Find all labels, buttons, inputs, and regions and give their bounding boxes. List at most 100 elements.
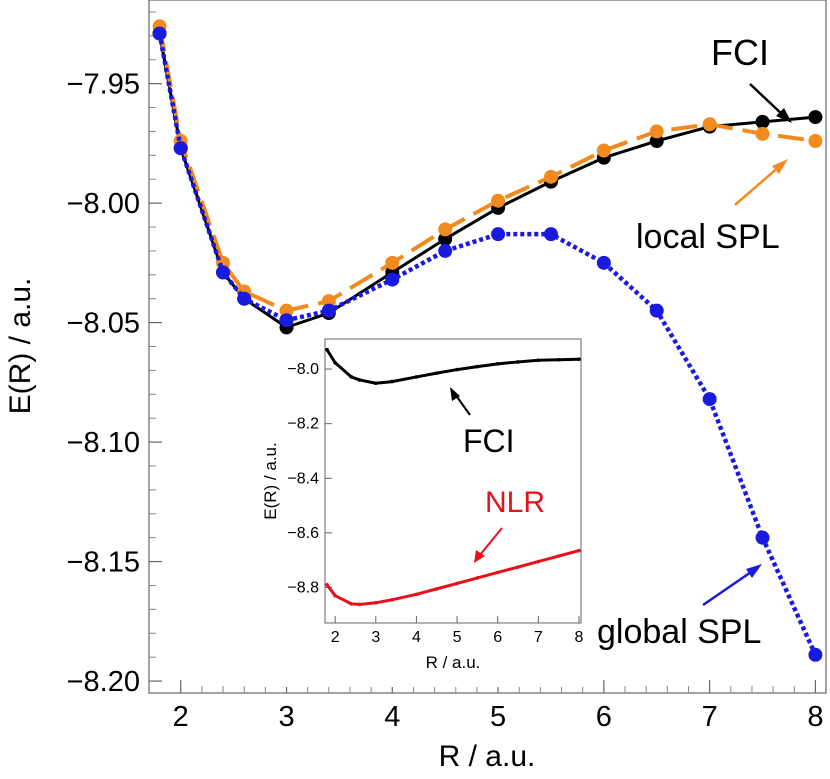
inset-point-nlr — [475, 576, 480, 580]
inset-point-nlr — [373, 600, 378, 605]
inset-point-nlr — [536, 559, 541, 564]
main-point-global — [279, 313, 294, 328]
inset-point-nlr — [349, 602, 354, 606]
inset-y-tick-label: −8.0 — [287, 361, 319, 378]
annotation-global-spl: global SPL — [597, 613, 761, 651]
inset-point-fci — [390, 379, 394, 384]
main-point-global — [321, 303, 336, 318]
inset-point-fci — [434, 371, 439, 375]
inset-point-nlr — [414, 592, 419, 597]
inset-y-tick-label: −8.8 — [287, 580, 319, 597]
inset-x-axis-label: R / a.u. — [426, 653, 481, 672]
inset-point-fci — [325, 347, 329, 352]
annotation-local-spl: local SPL — [636, 218, 780, 256]
main-x-tick-label: 3 — [278, 701, 294, 733]
inset-y-axis-label: E(R) / a.u. — [261, 442, 280, 519]
inset-arrowhead-fci — [450, 387, 460, 401]
inset-point-fci — [357, 378, 362, 382]
inset-x-tick-label: 4 — [412, 629, 421, 646]
main-x-tick-label: 6 — [596, 701, 612, 733]
inset-point-nlr — [577, 548, 581, 553]
inset-arrowhead-nlr — [474, 550, 485, 563]
main-point-global — [755, 530, 770, 545]
inset-point-nlr — [556, 554, 561, 558]
main-y-tick-label: −8.05 — [67, 308, 140, 340]
inset-y-tick-label: −8.4 — [287, 470, 319, 487]
main-point-global — [173, 141, 188, 156]
inset-point-fci — [373, 381, 378, 386]
inset-point-nlr — [455, 581, 459, 586]
main-series-line-fci — [158, 33, 816, 329]
main-point-global — [543, 227, 558, 242]
inset-x-tick-label: 7 — [534, 629, 543, 646]
arrowhead-global-spl — [746, 564, 762, 578]
inset-annotation-nlr: NLR — [485, 486, 545, 519]
inset-x-tick-label: 3 — [371, 629, 380, 646]
main-point-local — [755, 126, 770, 141]
arrow-fci — [749, 83, 786, 118]
inset-point-fci — [475, 364, 480, 369]
inset-point-fci — [516, 360, 520, 364]
main-point-fci — [808, 110, 823, 125]
inset-point-nlr — [390, 597, 394, 602]
main-x-tick-label: 8 — [807, 701, 823, 733]
inset-plot-frame — [324, 338, 582, 624]
main-point-local — [649, 124, 664, 139]
main-y-tick-label: −7.95 — [67, 69, 140, 101]
inset-point-nlr — [434, 587, 439, 591]
main-point-global — [702, 392, 717, 407]
inset-point-nlr — [325, 582, 329, 587]
inset-point-nlr — [495, 570, 500, 575]
main-point-local — [596, 143, 611, 158]
main-point-global — [438, 243, 453, 258]
main-point-local — [702, 117, 717, 132]
main-point-global — [491, 227, 506, 242]
annotation-fci: FCI — [711, 32, 769, 73]
inset-arrow-nlr — [479, 527, 503, 556]
inset-point-nlr — [333, 593, 337, 598]
inset-background — [263, 337, 588, 687]
main-point-global — [808, 647, 823, 662]
main-x-tick-label: 4 — [384, 701, 400, 733]
main-point-global — [385, 272, 400, 287]
inset-x-tick-label: 8 — [575, 629, 584, 646]
main-y-tick-label: −8.10 — [67, 427, 140, 459]
main-point-local — [385, 255, 400, 270]
main-point-local — [543, 169, 558, 184]
main-series-line-global — [157, 33, 818, 656]
arrow-global-spl — [702, 568, 755, 607]
main-y-tick-label: −8.15 — [67, 547, 140, 579]
inset-point-fci — [414, 375, 419, 379]
arrowhead-local-spl — [772, 159, 788, 174]
inset-point-fci — [556, 357, 561, 362]
main-point-global — [596, 255, 611, 270]
inset-point-fci — [455, 367, 459, 372]
main-point-fci — [755, 114, 770, 129]
main-y-tick-label: −8.20 — [67, 666, 140, 698]
inset-point-fci — [577, 357, 581, 362]
inset-point-fci — [495, 362, 500, 366]
main-point-global — [649, 303, 664, 318]
main-point-local — [438, 222, 453, 237]
inset-point-fci — [536, 358, 541, 363]
inset-point-fci — [333, 360, 337, 365]
arrow-local-spl — [734, 164, 782, 206]
main-point-global — [237, 291, 252, 306]
inset-point-nlr — [357, 602, 362, 607]
main-y-tick-label: −8.00 — [67, 188, 140, 220]
main-point-local — [808, 133, 823, 148]
main-x-tick-label: 7 — [702, 701, 718, 733]
inset-x-tick-label: 2 — [331, 629, 340, 646]
inset-point-nlr — [516, 565, 520, 569]
main-point-local — [491, 193, 506, 208]
main-point-global — [152, 26, 167, 41]
main-x-axis-label: R / a.u. — [439, 740, 536, 773]
main-x-tick-label: 2 — [173, 701, 189, 733]
arrowhead-fci — [776, 108, 792, 123]
inset-point-fci — [349, 375, 354, 379]
inset-y-tick-label: −8.2 — [287, 416, 319, 433]
inset-annotation-fci: FCI — [463, 423, 515, 459]
main-y-axis-label: E(R) / a.u. — [4, 278, 37, 415]
inset-x-tick-label: 5 — [453, 629, 462, 646]
